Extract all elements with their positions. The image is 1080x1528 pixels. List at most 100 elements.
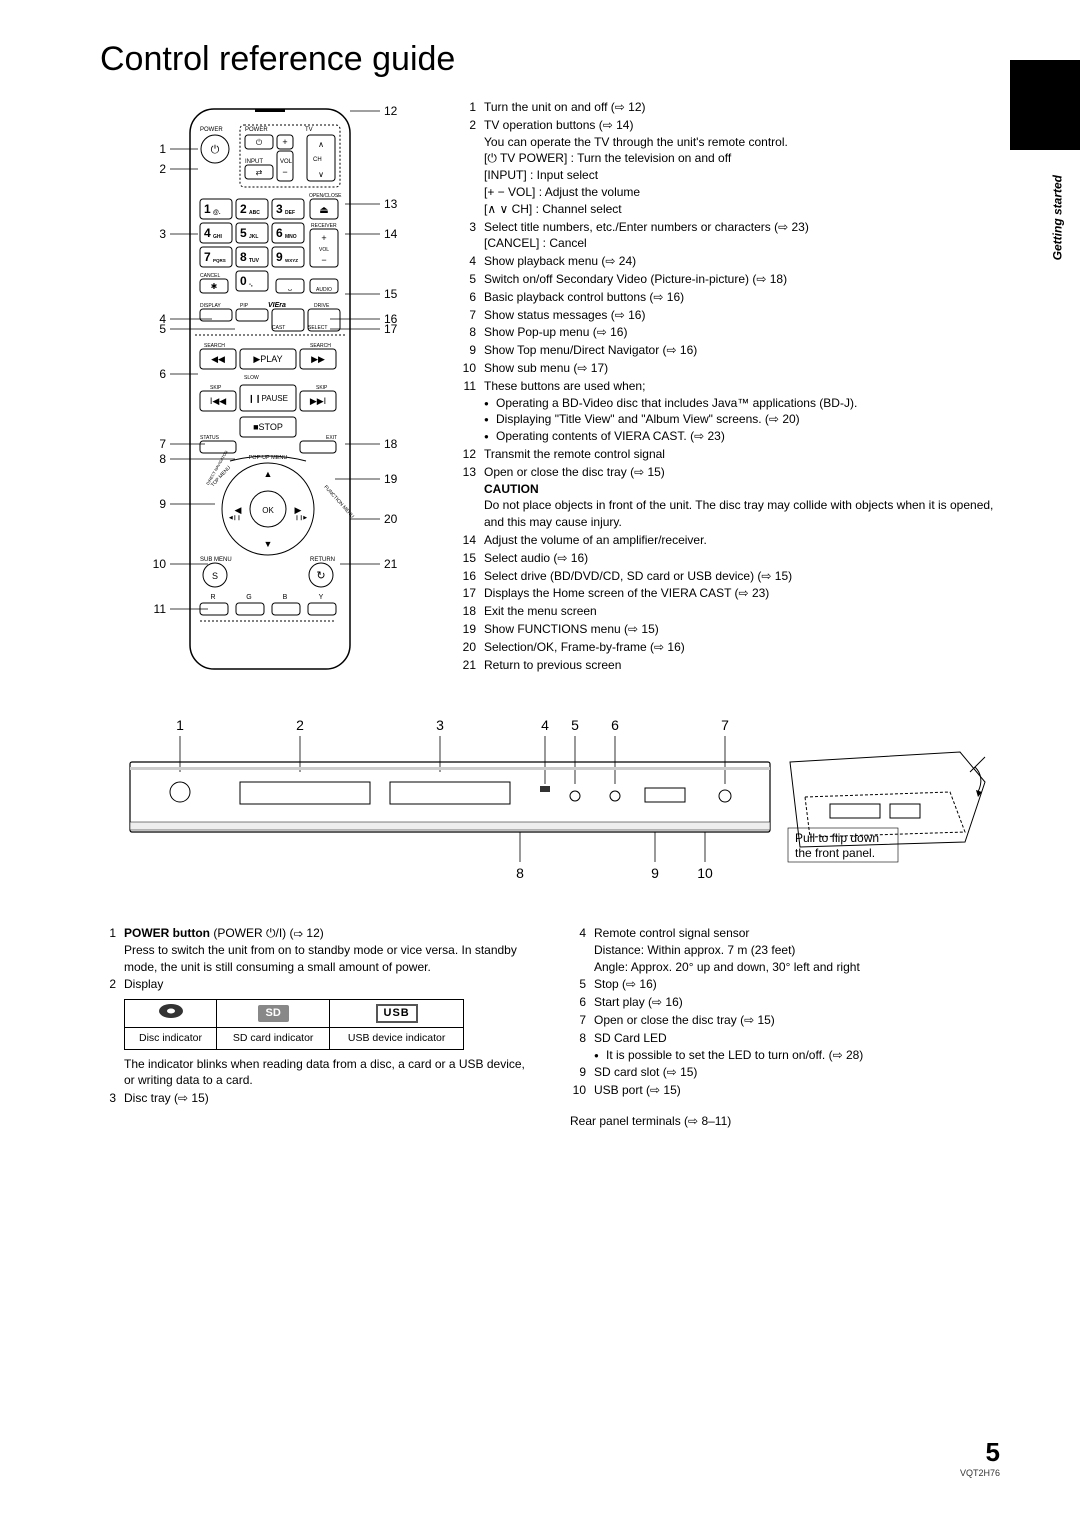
svg-text:▶▶: ▶▶ xyxy=(311,354,325,364)
svg-text:8: 8 xyxy=(159,452,166,466)
svg-text:0: 0 xyxy=(240,274,247,288)
svg-text:+: + xyxy=(282,137,287,147)
svg-text:Y: Y xyxy=(319,594,324,601)
svg-text:∨: ∨ xyxy=(318,170,324,179)
svg-text:21: 21 xyxy=(384,557,398,571)
svg-text:DEF: DEF xyxy=(285,210,295,216)
svg-text:VIEra: VIEra xyxy=(268,302,286,309)
svg-text:▼: ▼ xyxy=(264,539,273,549)
svg-text:2: 2 xyxy=(159,162,166,176)
svg-text:G: G xyxy=(246,594,251,601)
svg-text:OPEN/CLOSE: OPEN/CLOSE xyxy=(309,193,342,199)
svg-text:12: 12 xyxy=(384,104,398,118)
svg-text:SEARCH: SEARCH xyxy=(204,343,225,349)
bottom-left-col: 1 POWER button (POWER ⏻/I) (⇨ 12) Press … xyxy=(100,925,530,1130)
svg-text:❙❙PAUSE: ❙❙PAUSE xyxy=(248,394,288,403)
svg-text:11: 11 xyxy=(154,602,167,616)
svg-text:19: 19 xyxy=(384,472,398,486)
svg-text:VOL: VOL xyxy=(319,247,329,253)
unit-diagram: 1 2 3 4 5 6 7 xyxy=(100,712,1000,915)
svg-text:SELECT: SELECT xyxy=(308,325,327,331)
svg-text:6: 6 xyxy=(276,226,283,240)
section-tab xyxy=(1010,60,1080,150)
svg-text:⏻: ⏻ xyxy=(256,138,263,147)
svg-text:15: 15 xyxy=(384,287,398,301)
svg-text:PQRS: PQRS xyxy=(213,258,226,263)
svg-text:10: 10 xyxy=(153,557,167,571)
svg-text:PIP: PIP xyxy=(240,303,249,309)
svg-text:GHI: GHI xyxy=(213,234,223,240)
svg-text:14: 14 xyxy=(384,227,398,241)
svg-text:■STOP: ■STOP xyxy=(253,422,283,432)
svg-text:7: 7 xyxy=(204,250,211,264)
svg-text:9: 9 xyxy=(276,250,283,264)
svg-text:MNO: MNO xyxy=(285,234,297,240)
svg-text:SKIP: SKIP xyxy=(316,385,328,391)
svg-text:JKL: JKL xyxy=(249,234,258,240)
svg-text:◀◀: ◀◀ xyxy=(211,354,225,364)
svg-text:+: + xyxy=(321,233,326,243)
svg-text:the front panel.: the front panel. xyxy=(795,846,875,860)
svg-text:SEARCH: SEARCH xyxy=(310,343,331,349)
page-title: Control reference guide xyxy=(100,40,1000,79)
svg-text:1: 1 xyxy=(204,202,211,216)
svg-text:2: 2 xyxy=(296,717,304,733)
svg-text:5: 5 xyxy=(571,717,579,733)
svg-text:1: 1 xyxy=(176,717,184,733)
svg-text:EXIT: EXIT xyxy=(326,435,337,441)
svg-text:18: 18 xyxy=(384,437,398,451)
svg-text:9: 9 xyxy=(651,865,659,881)
svg-text:TV: TV xyxy=(305,127,313,133)
svg-text:13: 13 xyxy=(384,197,398,211)
svg-text:CAST: CAST xyxy=(272,325,285,331)
svg-text:◀❙❙: ◀❙❙ xyxy=(229,515,241,521)
svg-text:▶PLAY: ▶PLAY xyxy=(253,354,282,364)
svg-text:6: 6 xyxy=(611,717,619,733)
svg-text:10: 10 xyxy=(697,865,713,881)
svg-text:CH: CH xyxy=(313,157,322,163)
page-footer: 5 VQT2H76 xyxy=(960,1437,1000,1478)
svg-text:TUV: TUV xyxy=(249,258,260,264)
svg-text:3: 3 xyxy=(159,227,166,241)
svg-text:1: 1 xyxy=(159,142,166,156)
svg-text:−: − xyxy=(282,167,287,177)
svg-text:R: R xyxy=(210,594,215,601)
svg-text:Pull to flip down: Pull to flip down xyxy=(795,831,879,845)
indicator-table: SD USB Disc indicator SD card indicator … xyxy=(124,999,464,1049)
svg-text:POWER: POWER xyxy=(200,127,223,133)
svg-text:WXYZ: WXYZ xyxy=(285,258,298,263)
svg-text:✱: ✱ xyxy=(211,282,218,291)
svg-text:7: 7 xyxy=(159,437,166,451)
svg-text:5: 5 xyxy=(159,322,166,336)
svg-text:⎵: ⎵ xyxy=(288,282,292,291)
svg-text:OK: OK xyxy=(262,506,274,515)
svg-text:@.: @. xyxy=(213,210,221,216)
svg-text:⏏: ⏏ xyxy=(319,205,328,216)
svg-text:▶: ▶ xyxy=(295,505,302,515)
svg-text:↻: ↻ xyxy=(316,570,325,582)
svg-text:6: 6 xyxy=(159,367,166,381)
svg-text:CANCEL: CANCEL xyxy=(200,273,221,279)
svg-text:DRIVE: DRIVE xyxy=(314,303,330,309)
svg-text:SUB MENU: SUB MENU xyxy=(200,557,232,563)
svg-text:3: 3 xyxy=(276,202,283,216)
svg-text:8: 8 xyxy=(240,250,247,264)
svg-text:▶▶I: ▶▶I xyxy=(310,396,326,406)
svg-text:◀: ◀ xyxy=(235,505,242,515)
remote-diagram: 1 2 3 4 5 6 7 8 9 10 11 12 13 14 15 16 1… xyxy=(100,99,430,682)
svg-text:ABC: ABC xyxy=(249,210,260,216)
svg-text:RETURN: RETURN xyxy=(310,557,335,563)
svg-text:SLOW: SLOW xyxy=(244,375,259,381)
svg-text:VOL: VOL xyxy=(280,159,293,165)
svg-text:4: 4 xyxy=(204,226,211,240)
bottom-right-col: 4Remote control signal sensorDistance: W… xyxy=(570,925,1000,1130)
svg-text:4: 4 xyxy=(541,717,549,733)
remote-descriptions: 1Turn the unit on and off (⇨ 12)2TV oper… xyxy=(460,99,1000,682)
section-label: Getting started xyxy=(1050,175,1064,260)
svg-text:▲: ▲ xyxy=(264,469,273,479)
svg-text:SKIP: SKIP xyxy=(210,385,222,391)
svg-text:2: 2 xyxy=(240,202,247,216)
svg-text:STATUS: STATUS xyxy=(200,435,220,441)
svg-text:❙❙▶: ❙❙▶ xyxy=(295,515,307,521)
svg-text:I◀◀: I◀◀ xyxy=(210,396,226,406)
